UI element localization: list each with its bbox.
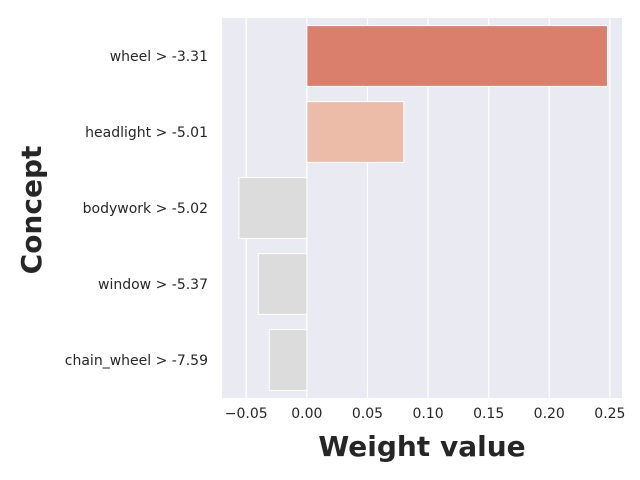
- y-tick-label: window > -5.37: [98, 277, 208, 293]
- y-tick-label: chain_wheel > -7.59: [65, 353, 208, 369]
- x-axis-title: Weight value: [318, 430, 525, 463]
- x-tick-label: 0.05: [352, 406, 383, 422]
- bar: [268, 329, 308, 391]
- y-tick-labels: wheel > -3.31 headlight > -5.01 bodywork >…: [65, 49, 208, 369]
- y-axis-title: Concept: [15, 146, 48, 275]
- x-tick-label: 0.15: [473, 406, 504, 422]
- bar: [238, 177, 308, 239]
- x-tick-label: 0.10: [412, 406, 443, 422]
- x-tick-label: 0.20: [534, 406, 565, 422]
- y-tick-label: headlight > -5.01: [85, 125, 208, 141]
- x-tick-label: 0.25: [594, 406, 625, 422]
- x-tick-labels: −0.05 0.00 0.05 0.10 0.15 0.20 0.25: [225, 406, 626, 422]
- bars: [238, 25, 608, 391]
- bar: [257, 253, 308, 315]
- x-tick-label: −0.05: [225, 406, 268, 422]
- bar: [306, 25, 608, 87]
- x-tick-label: 0.00: [291, 406, 322, 422]
- y-tick-label: wheel > -3.31: [110, 49, 208, 65]
- bar: [306, 101, 405, 163]
- y-tick-label: bodywork > -5.02: [83, 201, 208, 217]
